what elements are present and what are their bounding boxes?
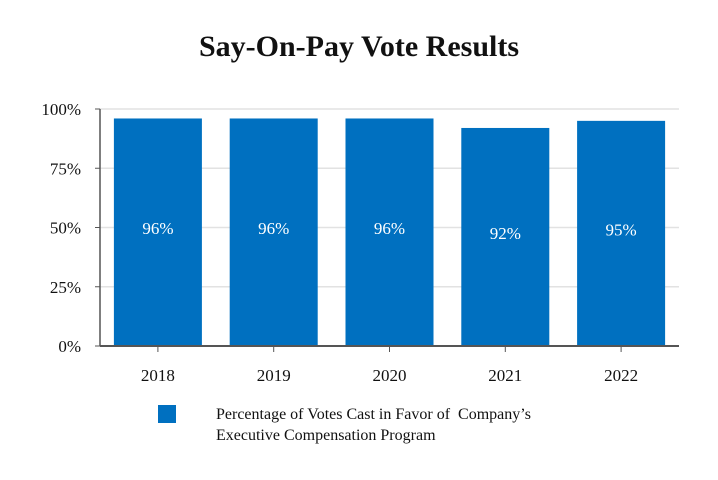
y-tick-label: 50%	[50, 219, 81, 238]
bars	[113, 118, 666, 347]
bar	[229, 118, 318, 346]
x-tick-label: 2022	[604, 366, 638, 385]
data-label: 96%	[374, 219, 405, 238]
y-tick-label: 75%	[50, 159, 81, 178]
bar	[461, 127, 550, 347]
legend-label: Percentage of Votes Cast in Favor of Com…	[216, 406, 531, 444]
y-tick-label: 0%	[58, 337, 81, 356]
x-tick-label: 2021	[488, 366, 522, 385]
axes	[95, 108, 679, 352]
y-tick-label: 25%	[50, 278, 81, 297]
legend-swatch	[158, 405, 176, 423]
bar	[345, 118, 434, 346]
chart-title: Say-On-Pay Vote Results	[198, 30, 520, 63]
bar	[577, 120, 666, 346]
x-tick-label: 2020	[373, 366, 407, 385]
data-label: 92%	[490, 224, 521, 243]
data-label: 96%	[142, 219, 173, 238]
x-tick-label: 2019	[257, 366, 291, 385]
x-tick-label: 2018	[141, 366, 175, 385]
data-label: 95%	[606, 220, 637, 239]
data-label: 96%	[258, 219, 289, 238]
bar	[113, 118, 202, 346]
y-tick-label: 100%	[41, 100, 81, 119]
labels: 0% 25% 50% 75% 100% 96% 2018 96% 2019 96% 2020 92% 2…	[41, 100, 638, 385]
